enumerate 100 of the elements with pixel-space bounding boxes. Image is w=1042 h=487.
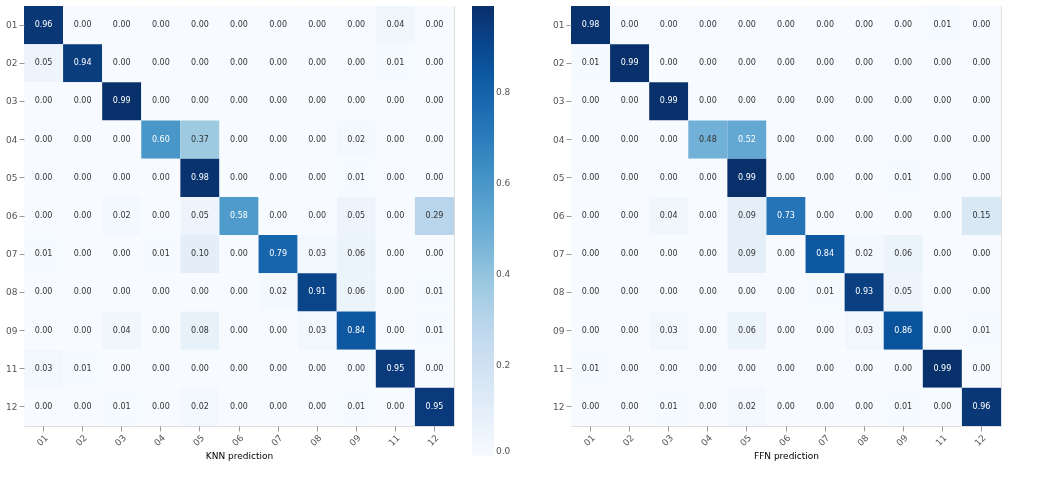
- y-tick-label: 09: [553, 325, 565, 336]
- data-label: 0.00: [308, 172, 327, 182]
- data-label: 0.86: [894, 325, 913, 335]
- data-label: 0.01: [894, 401, 913, 411]
- data-label: 0.00: [151, 172, 170, 182]
- data-label: 0.00: [855, 172, 874, 182]
- data-label: 0.00: [386, 401, 405, 411]
- data-label: 0.01: [425, 325, 444, 335]
- data-label: 0.73: [777, 211, 795, 220]
- data-label: 0.00: [698, 363, 717, 373]
- data-label: 0.00: [698, 325, 717, 335]
- data-label: 0.00: [386, 96, 405, 106]
- x-tick-label: 06: [230, 432, 246, 448]
- data-label: 0.00: [34, 134, 53, 144]
- data-label: 0.00: [151, 58, 170, 68]
- data-label: 0.00: [308, 58, 327, 68]
- y-tick-label: 12: [6, 401, 18, 412]
- y-tick-label: 05: [553, 172, 565, 183]
- data-label: 0.04: [659, 211, 678, 220]
- data-label: 0.00: [659, 134, 678, 144]
- data-label: 0.52: [738, 134, 756, 144]
- data-label: 0.00: [738, 20, 756, 30]
- data-label: 0.10: [191, 249, 209, 259]
- data-label: 0.00: [386, 325, 405, 335]
- data-label: 0.00: [933, 172, 952, 182]
- data-label: 0.00: [777, 20, 795, 30]
- y-tick-label: 06: [6, 211, 18, 221]
- data-label: 0.00: [816, 401, 834, 411]
- data-label: 0.58: [230, 211, 248, 220]
- data-label: 0.00: [620, 211, 639, 220]
- data-label: 0.06: [738, 325, 756, 335]
- data-label: 0.05: [894, 287, 913, 297]
- data-label: 0.00: [698, 96, 717, 106]
- data-label: 0.01: [894, 172, 913, 182]
- data-label: 0.00: [816, 172, 834, 182]
- data-label: 0.00: [73, 211, 92, 220]
- data-label: 0.00: [34, 172, 53, 182]
- data-label: 0.02: [738, 401, 756, 411]
- x-tick-label: 08: [308, 432, 324, 448]
- x-tick-label: 04: [152, 432, 168, 448]
- y-tick-label: 07: [553, 249, 565, 260]
- data-label: 0.05: [34, 58, 53, 68]
- data-label: 0.00: [777, 287, 795, 297]
- data-label: 0.05: [191, 211, 209, 220]
- data-label: 0.01: [34, 249, 53, 259]
- data-label: 0.00: [425, 363, 444, 373]
- data-label: 0.00: [738, 58, 756, 68]
- x-tick-label: 09: [347, 432, 363, 448]
- x-tick-label: 05: [738, 432, 754, 448]
- data-label: 0.99: [933, 363, 952, 373]
- data-label: 0.01: [112, 401, 131, 411]
- data-label: 0.00: [816, 363, 834, 373]
- data-label: 0.00: [73, 287, 92, 297]
- data-label: 0.00: [269, 58, 287, 68]
- data-label: 0.00: [738, 287, 756, 297]
- data-label: 0.00: [777, 249, 795, 259]
- data-label: 0.99: [659, 96, 678, 106]
- y-tick-label: 09: [6, 325, 18, 336]
- x-tick-label: 04: [699, 432, 715, 448]
- x-axis-title: FFN prediction: [753, 450, 820, 461]
- data-label: 0.00: [855, 96, 874, 106]
- data-label: 0.00: [425, 172, 444, 182]
- y-tick-label: 02: [6, 58, 18, 69]
- data-label: 0.99: [738, 172, 756, 182]
- data-label: 0.96: [972, 401, 991, 411]
- data-label: 0.04: [386, 20, 405, 30]
- data-label: 0.00: [112, 20, 131, 30]
- data-label: 0.03: [308, 249, 327, 259]
- color-bar-label: 0.2: [496, 360, 511, 371]
- data-label: 0.79: [269, 249, 287, 259]
- data-label: 0.91: [308, 287, 327, 297]
- data-label: 0.01: [972, 325, 991, 335]
- data-label: 0.00: [972, 134, 991, 144]
- data-label: 0.00: [816, 134, 834, 144]
- data-label: 0.00: [269, 211, 287, 220]
- data-label: 0.00: [698, 20, 717, 30]
- data-label: 0.00: [816, 325, 834, 335]
- data-label: 0.00: [777, 134, 795, 144]
- data-label: 0.00: [816, 20, 834, 30]
- x-axis-title: KNN prediction: [205, 450, 274, 461]
- data-label: 0.02: [347, 134, 366, 144]
- data-label: 0.00: [581, 211, 600, 220]
- data-label: 0.98: [191, 172, 209, 182]
- data-label: 0.00: [151, 20, 170, 30]
- x-tick-label: 06: [777, 432, 793, 448]
- data-label: 0.00: [894, 134, 913, 144]
- data-label: 0.00: [894, 20, 913, 30]
- data-label: 0.00: [698, 249, 717, 259]
- data-label: 0.00: [894, 96, 913, 106]
- data-label: 0.00: [659, 58, 678, 68]
- x-tick-label: 12: [425, 432, 441, 448]
- data-label: 0.09: [738, 211, 756, 220]
- data-label: 0.01: [581, 58, 600, 68]
- data-label: 0.00: [151, 287, 170, 297]
- y-tick-label: 12: [553, 401, 565, 412]
- data-label: 0.00: [816, 58, 834, 68]
- data-label: 0.02: [855, 249, 874, 259]
- data-label: 0.00: [659, 172, 678, 182]
- data-label: 0.00: [581, 249, 600, 259]
- data-label: 0.00: [191, 287, 209, 297]
